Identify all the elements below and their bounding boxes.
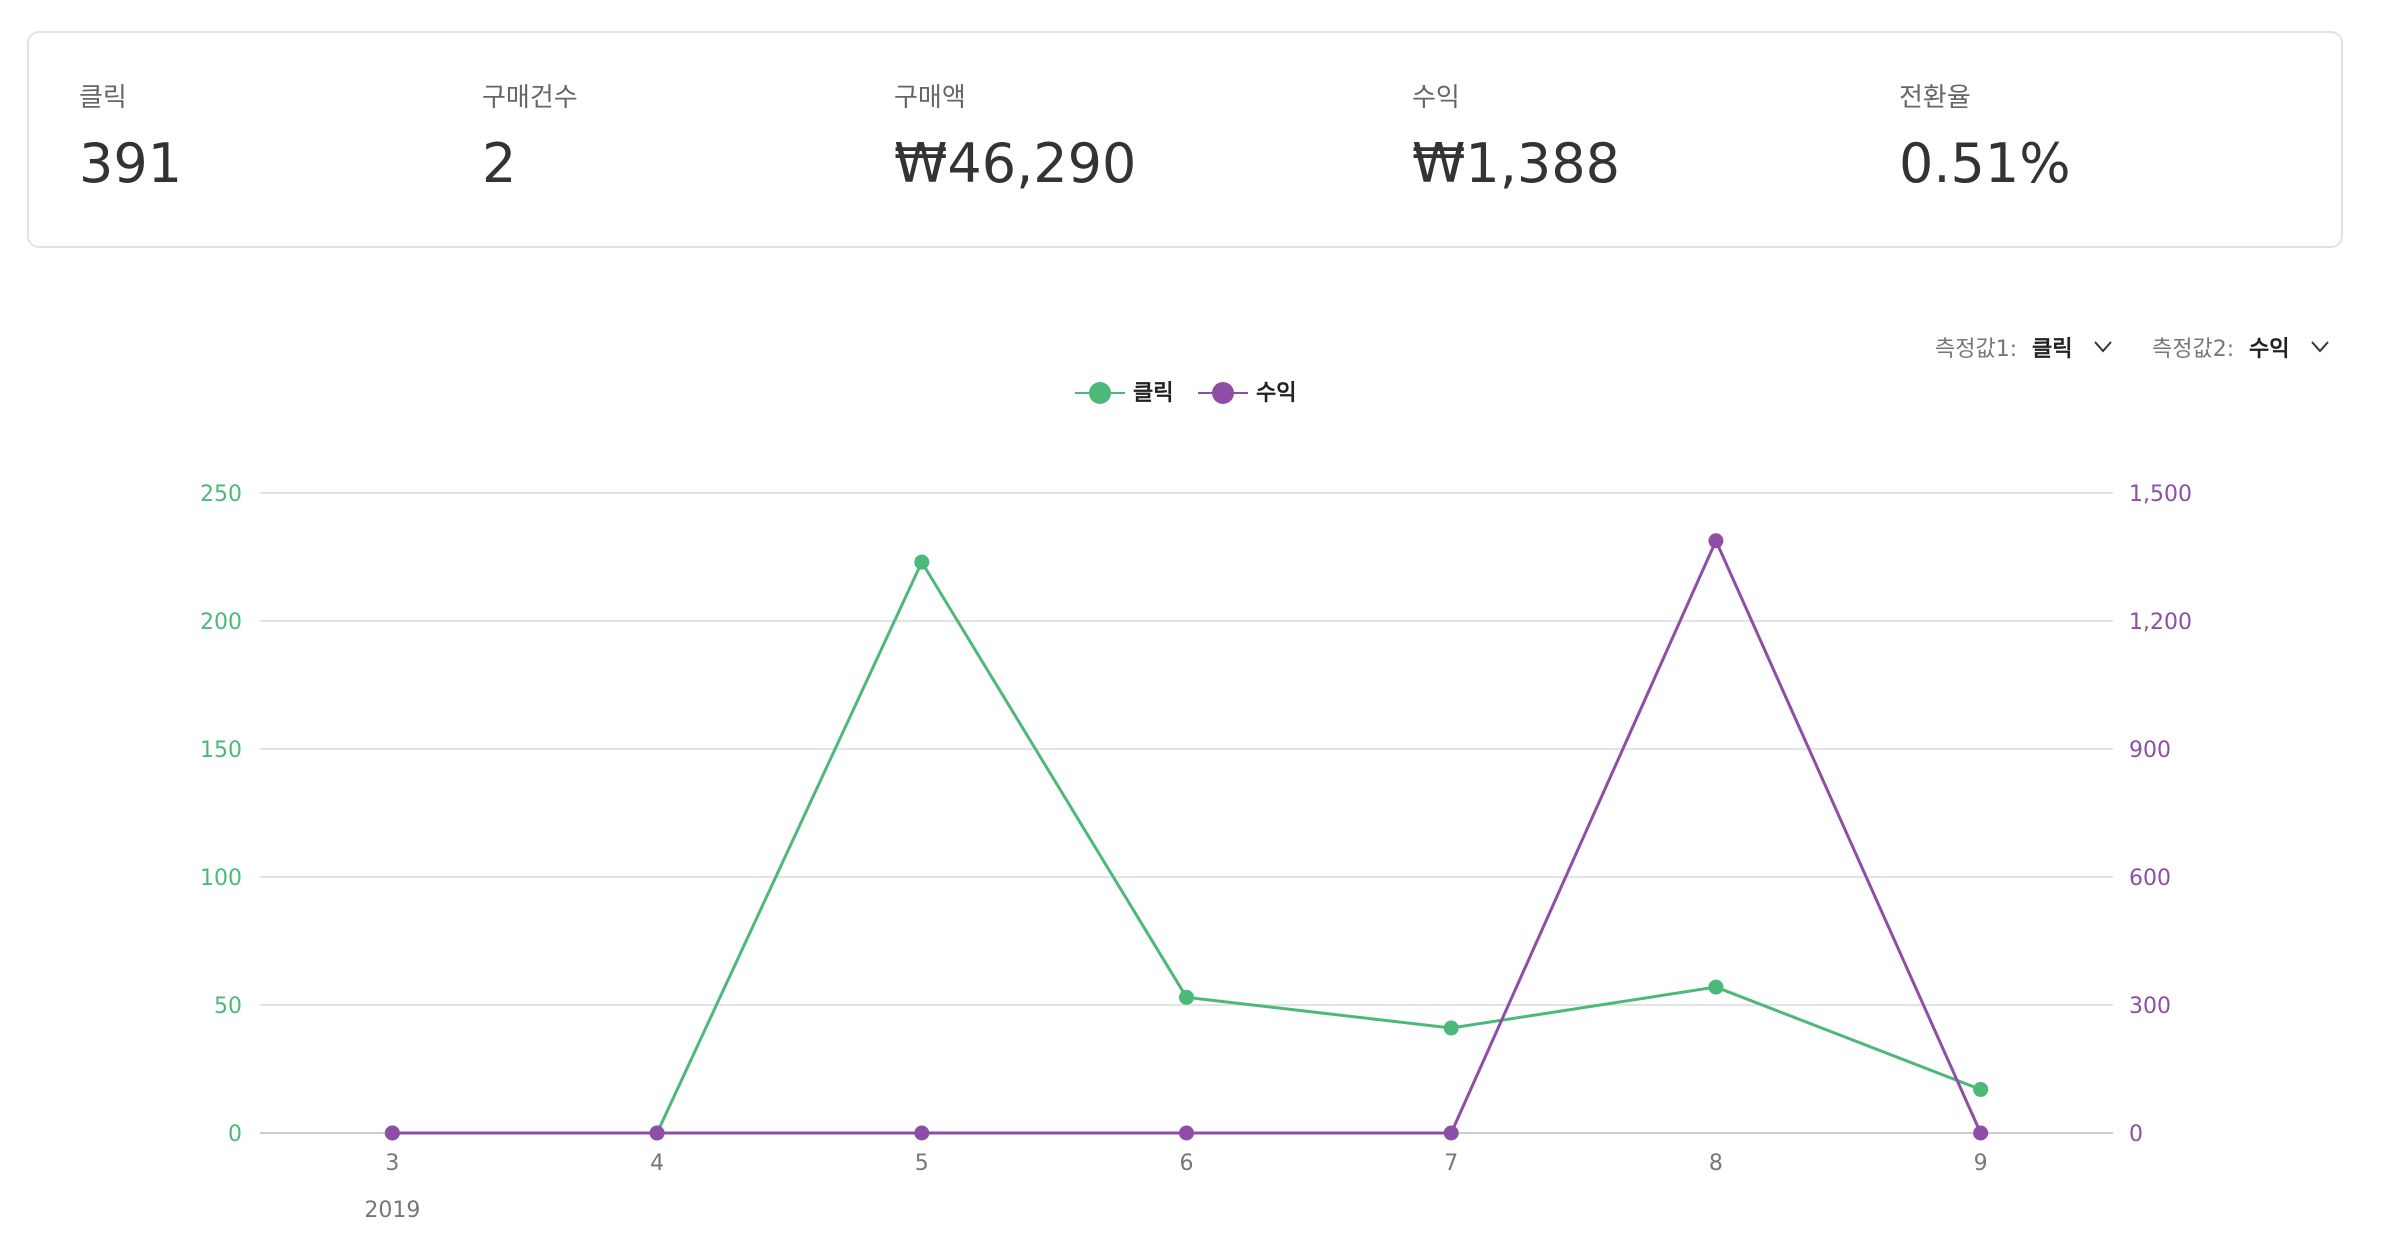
stat-value: 2 (482, 132, 517, 195)
data-point (649, 1125, 665, 1141)
y-tick-label: 50 (214, 994, 242, 1019)
y2-tick-label: 0 (2129, 1122, 2143, 1147)
legend-marker (1212, 382, 1234, 404)
stat: 구매액 ₩46,290 (894, 77, 1136, 195)
x-tick-label: 9 (1974, 1151, 1988, 1176)
stat-label: 구매액 (894, 83, 966, 113)
y2-tick-label: 1,200 (2129, 610, 2192, 635)
selector-label: 측정값2: (2152, 337, 2234, 362)
stat-value: 0.51% (1899, 132, 2071, 195)
chevron (2311, 341, 2329, 353)
y-tick-label: 150 (200, 738, 242, 763)
stat: 구매건수 2 (482, 77, 578, 195)
y2-tick-label: 300 (2129, 994, 2171, 1019)
stat: 수익 ₩1,388 (1412, 77, 1620, 195)
data-point (914, 554, 930, 570)
stat-label: 구매건수 (482, 83, 578, 113)
x-tick-label: 4 (650, 1151, 664, 1176)
x-tick-label: 7 (1444, 1151, 1458, 1176)
stat-value: ₩1,388 (1412, 132, 1620, 195)
stat: 전환율 0.51% (1899, 77, 2071, 195)
selector-label: 측정값1: (1935, 337, 2017, 362)
legend-label: 수익 (1256, 381, 1296, 406)
series-line (392, 558, 1982, 1135)
chevron (2094, 341, 2112, 353)
y-tick-label: 0 (228, 1122, 242, 1147)
x-tick-label: 3 (385, 1151, 399, 1176)
data-point (1973, 1081, 1989, 1097)
y2-tick-label: 900 (2129, 738, 2171, 763)
selector-value: 클릭 (2032, 337, 2072, 362)
selector-value: 수익 (2249, 337, 2289, 362)
metric-selector[interactable]: 측정값1: 클릭 (1935, 337, 2112, 362)
y-tick-label: 200 (200, 610, 242, 635)
data-point (1708, 533, 1724, 549)
series-line (392, 537, 1983, 1135)
metric-selector[interactable]: 측정값2: 수익 (2152, 337, 2329, 362)
stat-value: 391 (79, 132, 183, 195)
stat-label: 수익 (1412, 83, 1460, 113)
stat: 클릭 391 (79, 77, 182, 195)
stat-label: 전환율 (1899, 83, 1971, 113)
data-point (914, 1125, 930, 1141)
stat-value: ₩46,290 (894, 132, 1137, 195)
x-tick-label: 5 (915, 1151, 929, 1176)
year-label: 2019 (364, 1198, 420, 1223)
x-tick-label: 8 (1709, 1151, 1723, 1176)
data-point (1179, 1125, 1194, 1141)
y2-tick-label: 1,500 (2129, 482, 2192, 507)
y-tick-label: 250 (200, 482, 242, 507)
legend-label: 클릭 (1133, 381, 1173, 406)
legend-marker (1089, 382, 1111, 404)
data-point (1443, 1125, 1459, 1141)
data-point (1179, 989, 1194, 1005)
data-point (384, 1125, 400, 1141)
data-point (1973, 1125, 1989, 1141)
y-tick-label: 100 (200, 866, 242, 891)
data-point (1708, 979, 1724, 995)
stat-label: 클릭 (79, 83, 127, 113)
data-point (1443, 1020, 1459, 1036)
summary-card: 클릭 391 구매건수 2 구매액 ₩46,290 수익 ₩1,388 전환율 0.51% (27, 31, 2343, 248)
y2-tick-label: 600 (2129, 866, 2171, 891)
x-tick-label: 6 (1180, 1151, 1194, 1176)
